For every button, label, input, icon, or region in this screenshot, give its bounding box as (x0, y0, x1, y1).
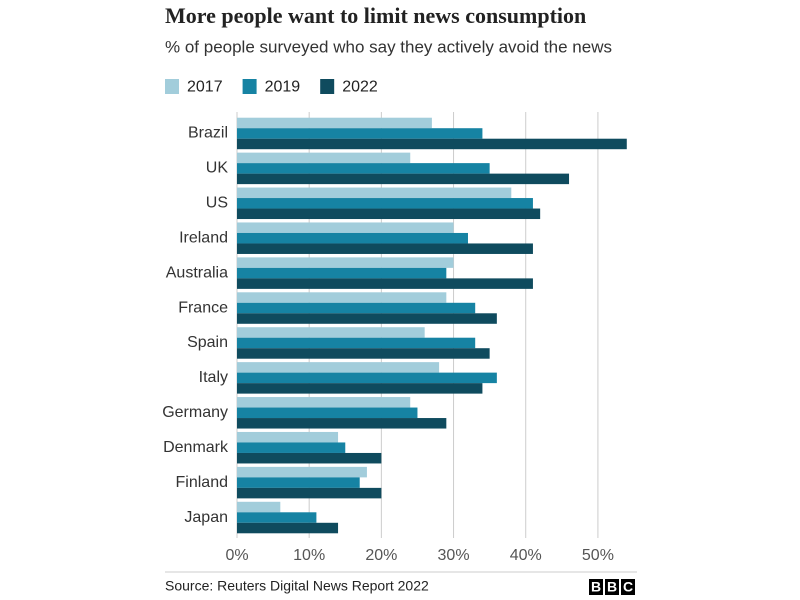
bar (237, 117, 432, 129)
category-label: Italy (199, 369, 228, 386)
bar (237, 487, 382, 499)
bar (237, 138, 627, 150)
category-label: Finland (176, 474, 228, 491)
legend-label: 2022 (342, 79, 378, 96)
bar (237, 383, 483, 394)
bar (237, 128, 483, 139)
bar (237, 501, 281, 513)
logo-letter: B (607, 579, 617, 595)
category-label: US (206, 195, 228, 212)
chart-title: More people want to limit news consumpti… (165, 3, 586, 28)
bar (237, 477, 360, 488)
x-tick-label: 20% (365, 547, 397, 564)
bar (237, 173, 570, 185)
legend-swatch (242, 79, 257, 94)
x-tick-label: 30% (438, 547, 470, 564)
legend-label: 2017 (187, 79, 223, 96)
bar (237, 418, 447, 429)
bar (237, 187, 512, 199)
bar (237, 442, 346, 453)
category-label: Brazil (188, 125, 228, 142)
category-label: Australia (166, 264, 228, 281)
bar (237, 232, 468, 244)
bar (237, 208, 541, 220)
legend-label: 2019 (265, 79, 301, 96)
bar (237, 257, 454, 268)
category-label: Japan (184, 509, 228, 526)
bar (237, 466, 367, 478)
bar (237, 348, 490, 359)
legend-swatch (320, 79, 335, 94)
bar (237, 372, 497, 384)
legend-swatch (165, 79, 179, 94)
bar (237, 397, 411, 408)
logo-letter: B (591, 579, 601, 595)
x-tick-label: 0% (225, 547, 248, 564)
category-label: Spain (187, 334, 228, 351)
bar (237, 243, 533, 254)
bar (237, 152, 411, 164)
bar (237, 522, 339, 534)
bar (237, 512, 317, 523)
category-label: UK (206, 160, 229, 177)
bar (237, 198, 533, 209)
logo-box (621, 579, 635, 595)
category-label: Germany (162, 404, 228, 421)
bar (237, 452, 382, 464)
x-tick-label: 50% (582, 547, 614, 564)
x-tick-label: 40% (510, 547, 542, 564)
bar (237, 267, 447, 279)
bar (237, 302, 476, 314)
bar (237, 362, 440, 373)
category-label: Ireland (179, 229, 228, 246)
bar (237, 337, 476, 349)
bar (237, 292, 447, 303)
logo-letter: C (623, 579, 633, 595)
bar (237, 313, 497, 324)
category-label: France (178, 299, 228, 316)
bar (237, 222, 454, 233)
x-tick-label: 10% (293, 547, 325, 564)
source: Source: Reuters Digital News Report 2022 (165, 578, 429, 594)
bar (237, 278, 533, 289)
chart-subtitle: % of people surveyed who say they active… (165, 37, 612, 56)
bar (237, 327, 425, 338)
category-label: Denmark (163, 439, 229, 456)
bar (237, 163, 490, 174)
logo-box (589, 579, 603, 595)
bar (237, 407, 418, 419)
bar (237, 431, 339, 443)
logo-box (605, 579, 619, 595)
